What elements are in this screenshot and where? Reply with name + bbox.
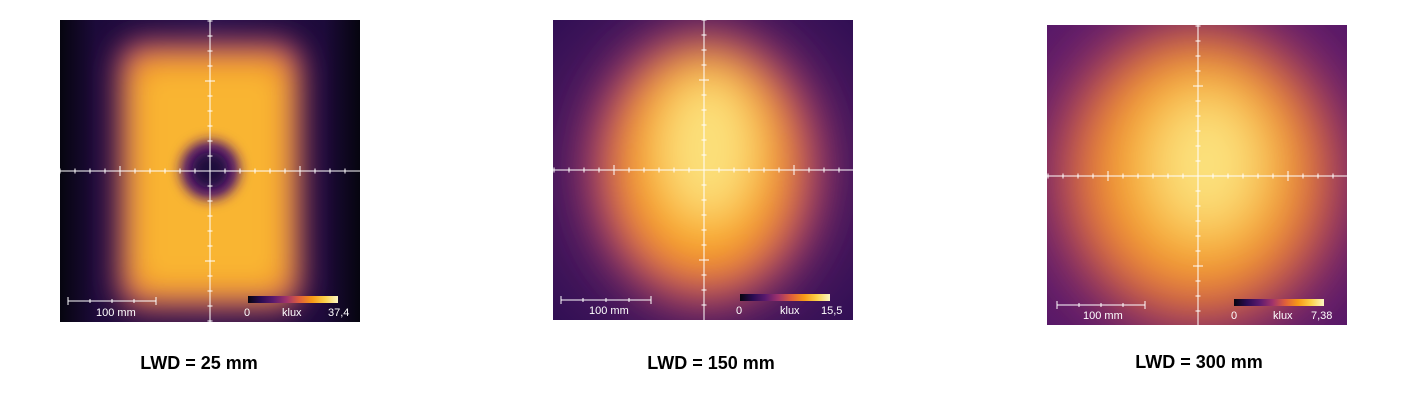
heatmap-panel-25mm: 100 mm 0 klux 37,4 — [60, 20, 360, 322]
caption-lwd-150: LWD = 150 mm — [647, 353, 775, 373]
scale-bar — [67, 297, 157, 305]
colorbar — [1234, 299, 1324, 306]
crosshair — [60, 20, 360, 322]
scale-bar-label: 100 mm — [589, 305, 629, 317]
crosshair — [1047, 25, 1347, 325]
caption-lwd-300: LWD = 300 mm — [1135, 352, 1263, 372]
colorbar-max-label: 15,5 — [821, 305, 843, 317]
crosshair — [553, 20, 853, 320]
colorbar-max-label: 37,4 — [328, 307, 350, 319]
colorbar-min-label: 0 — [736, 305, 743, 317]
crosshair-ticks — [1047, 25, 1334, 312]
scale-bar — [1056, 301, 1146, 309]
scale-bar-label: 100 mm — [96, 307, 136, 319]
illuminance-map-150mm — [553, 20, 853, 320]
colorbar-unit-label: klux — [1273, 310, 1293, 322]
colorbar-unit-label: klux — [282, 307, 302, 319]
crosshair-ticks — [60, 20, 346, 322]
caption-lwd-25: LWD = 25 mm — [140, 353, 258, 373]
illuminance-map-25mm — [60, 20, 360, 322]
illuminance-map-300mm — [1047, 25, 1347, 325]
crosshair-ticks — [553, 20, 840, 306]
colorbar — [248, 296, 338, 303]
scale-bar — [560, 296, 652, 304]
colorbar-min-label: 0 — [244, 307, 251, 319]
colorbar-max-label: 7,38 — [1311, 310, 1333, 322]
scale-bar-label: 100 mm — [1083, 310, 1123, 322]
heatmap-panel-150mm: 100 mm 0 klux 15,5 — [553, 20, 853, 320]
colorbar-min-label: 0 — [1231, 310, 1238, 322]
heatmap-panel-300mm: 100 mm 0 klux 7,38 — [1047, 25, 1347, 325]
colorbar-unit-label: klux — [780, 305, 800, 317]
colorbar — [740, 294, 830, 301]
